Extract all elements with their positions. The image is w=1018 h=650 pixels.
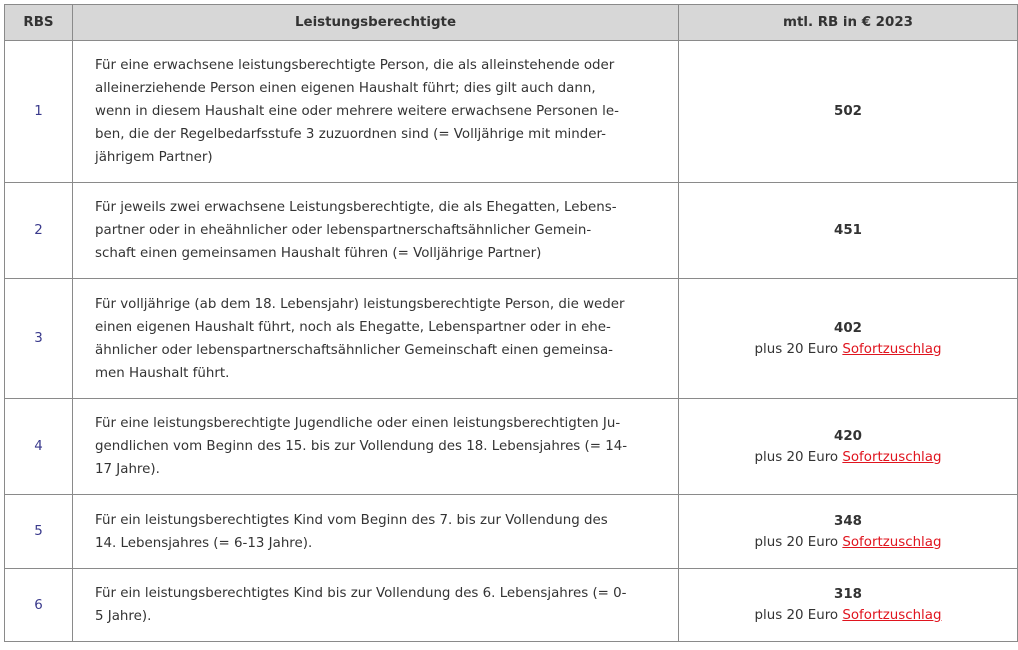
rbs-cell: 6: [4, 568, 73, 642]
description-cell: Für ein leistungsberechtigtes Kind bis z…: [72, 568, 679, 642]
header-rbs: RBS: [4, 4, 73, 41]
description-cell: Für jeweils zwei erwachsene Leistungsber…: [72, 182, 679, 279]
regelbedarf-table: RBS Leistungsberechtigte mtl. RB in € 20…: [4, 4, 1018, 642]
extra-text: plus 20 Euro: [754, 534, 843, 550]
amount-extra: plus 20 Euro Sofortzuschlag: [680, 339, 1016, 360]
description-line: alleinerziehende Person einen eigenen Ha…: [95, 81, 596, 96]
description-line: 17 Jahre).: [95, 462, 160, 477]
table-row: 4 Für eine leistungsberechtigte Jugendlic…: [4, 398, 1018, 495]
table-row: 1 Für eine erwachsene leistungsberechtigt…: [4, 40, 1018, 183]
table-row: 5 Für ein leistungsberechtigtes Kind vom …: [4, 494, 1018, 569]
description-line: gendlichen vom Beginn des 15. bis zur Vo…: [95, 439, 628, 454]
rbs-cell: 4: [4, 398, 73, 495]
description-line: 14. Lebensjahres (= 6-13 Jahre).: [95, 535, 313, 551]
description-cell: Für ein leistungsberechtigtes Kind vom B…: [72, 494, 679, 569]
description-line: Für volljährige (ab dem 18. Lebensjahr) …: [95, 296, 625, 312]
description-line: jährigem Partner): [95, 150, 213, 165]
description-cell: Für volljährige (ab dem 18. Lebensjahr) …: [72, 278, 679, 399]
description-line: 5 Jahre).: [95, 609, 152, 624]
description-line: Für ein leistungsberechtigtes Kind bis z…: [95, 586, 627, 601]
sofortzuschlag-link[interactable]: Sofortzuschlag: [842, 341, 942, 357]
description-line: Für jeweils zwei erwachsene Leistungsber…: [95, 200, 617, 215]
amount-value: 502: [834, 104, 862, 119]
description-line: men Haushalt führt.: [95, 365, 230, 381]
rbs-cell: 1: [4, 40, 73, 183]
amount-value: 420: [834, 428, 862, 444]
extra-text: plus 20 Euro: [754, 449, 843, 465]
rbs-cell: 3: [4, 278, 73, 399]
amount-value: 348: [834, 513, 862, 529]
header-amount: mtl. RB in € 2023: [678, 4, 1018, 41]
rbs-cell: 5: [4, 494, 73, 569]
description-line: partner oder in eheähnlicher oder lebens…: [95, 223, 592, 238]
description-cell: Für eine leistungsberechtigte Jugendlich…: [72, 398, 679, 495]
amount-extra: plus 20 Euro Sofortzuschlag: [680, 605, 1016, 626]
amount-value: 451: [834, 223, 862, 238]
sofortzuschlag-link[interactable]: Sofortzuschlag: [842, 534, 942, 550]
description-line: ähnlicher oder lebenspartnerschaftsähnli…: [95, 342, 614, 358]
sofortzuschlag-link[interactable]: Sofortzuschlag: [842, 449, 942, 465]
rbs-cell: 2: [4, 182, 73, 279]
amount-extra: plus 20 Euro Sofortzuschlag: [680, 532, 1016, 553]
amount-cell: 318 plus 20 Euro Sofortzuschlag: [678, 568, 1018, 642]
amount-cell: 348 plus 20 Euro Sofortzuschlag: [678, 494, 1018, 569]
description-line: schaft einen gemeinsamen Haushalt führen…: [95, 246, 542, 261]
header-row: RBS Leistungsberechtigte mtl. RB in € 20…: [4, 4, 1018, 41]
amount-extra: plus 20 Euro Sofortzuschlag: [680, 447, 1016, 468]
extra-text: plus 20 Euro: [754, 608, 843, 623]
amount-cell: 420 plus 20 Euro Sofortzuschlag: [678, 398, 1018, 495]
description-line: Für eine leistungsberechtigte Jugendlich…: [95, 416, 621, 431]
header-leistungsberechtigte: Leistungsberechtigte: [72, 4, 679, 41]
description-line: einen eigenen Haushalt führt, noch als E…: [95, 319, 611, 335]
amount-cell: 451: [678, 182, 1018, 279]
amount-cell: 502: [678, 40, 1018, 183]
description-cell: Für eine erwachsene leistungsberechtigte…: [72, 40, 679, 183]
description-line: Für ein leistungsberechtigtes Kind vom B…: [95, 512, 608, 528]
table-row: 3 Für volljährige (ab dem 18. Lebensjahr)…: [4, 278, 1018, 399]
amount-cell: 402 plus 20 Euro Sofortzuschlag: [678, 278, 1018, 399]
description-line: ben, die der Regelbedarfsstufe 3 zuzuord…: [95, 127, 606, 142]
extra-text: plus 20 Euro: [754, 341, 843, 357]
amount-value: 402: [834, 320, 862, 336]
sofortzuschlag-link[interactable]: Sofortzuschlag: [842, 608, 942, 623]
description-line: Für eine erwachsene leistungsberechtigte…: [95, 58, 615, 73]
table-row: 2 Für jeweils zwei erwachsene Leistungsbe…: [4, 182, 1018, 279]
table-row: 6 Für ein leistungsberechtigtes Kind bis …: [4, 568, 1018, 642]
description-line: wenn in diesem Haushalt eine oder mehrer…: [95, 104, 619, 119]
amount-value: 318: [834, 587, 862, 602]
